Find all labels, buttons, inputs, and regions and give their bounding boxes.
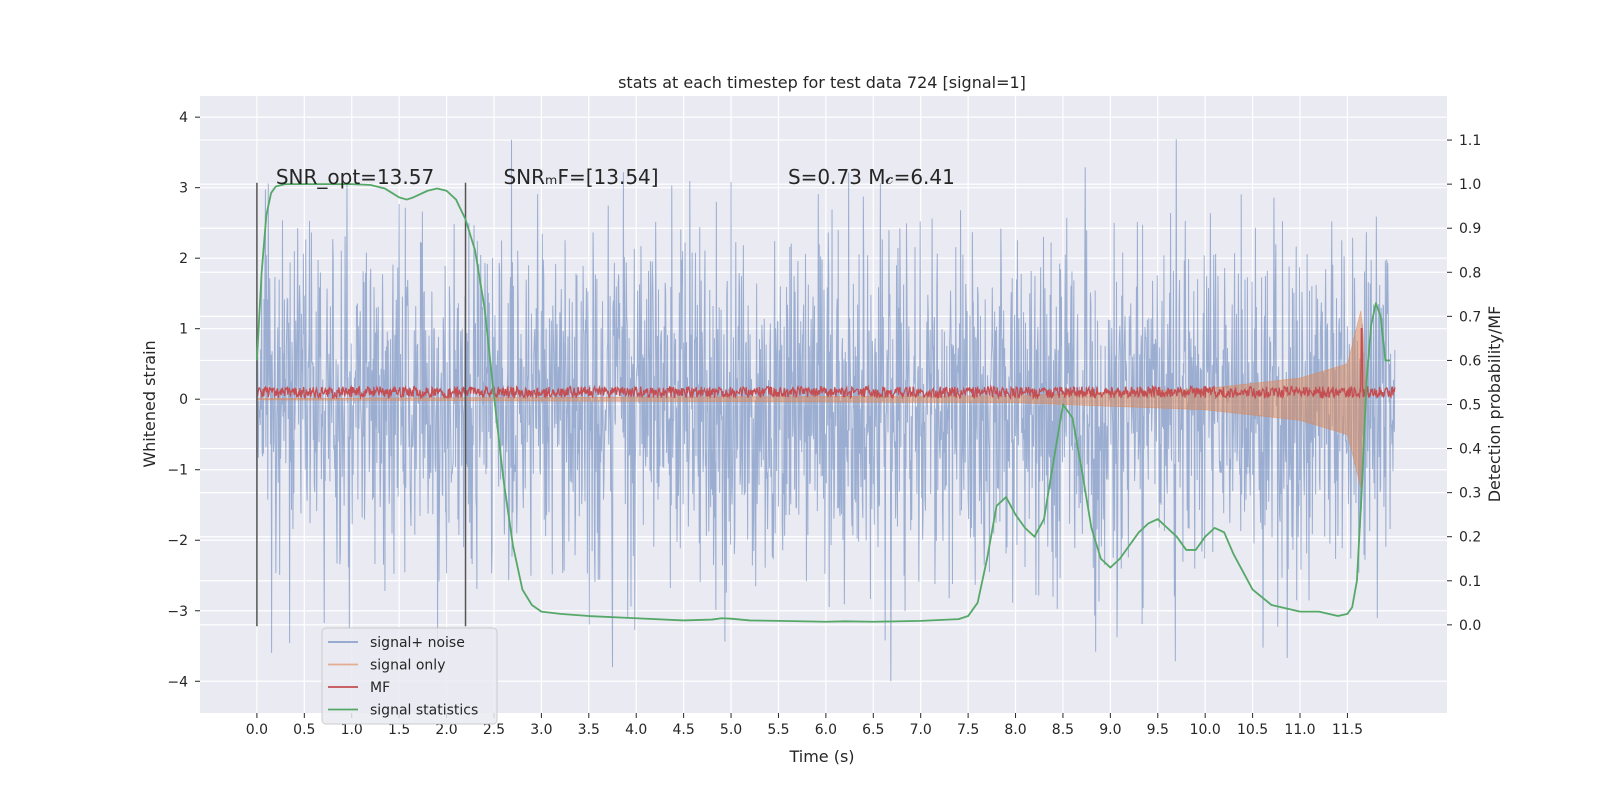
x-tick-label: 10.5	[1237, 722, 1268, 738]
y2-axis-ticks: 0.0 0.1 0.2 0.3 0.4 0.5 0.6 0.7 0.8 0.9 1.0 1.1	[1447, 133, 1481, 634]
x-tick-label: 4.5	[672, 722, 694, 738]
x-axis-ticks: 0.0 0.5 1.0 1.5 2.0 2.5 3.0 3.5 4.0 4.5 5.0 5.5 6.0 6…	[246, 713, 1363, 738]
x-tick-label: 3.0	[530, 722, 552, 738]
y2-tick-label: 0.7	[1459, 309, 1481, 325]
x-tick-label: 5.5	[767, 722, 789, 738]
x-tick-label: 6.0	[815, 722, 837, 738]
x-tick-label: 8.5	[1052, 722, 1074, 738]
x-tick-label: 3.5	[578, 722, 600, 738]
annotation-text: S=0.73 M𝒸=6.41	[788, 165, 955, 189]
signal-statistics-line	[256, 183, 1391, 623]
x-tick-label: 6.5	[862, 722, 884, 738]
chart-title: stats at each timestep for test data 724…	[618, 73, 1026, 92]
annotation-text: SNRₘF=[13.54]	[503, 165, 658, 189]
y-tick-label: −3	[167, 604, 188, 620]
x-tick-label: 7.5	[957, 722, 979, 738]
x-tick-label: 0.0	[246, 722, 268, 738]
x-tick-label: 2.5	[483, 722, 505, 738]
y-tick-label: −1	[167, 463, 188, 479]
y2-axis-label: Detection probability/MF	[1485, 306, 1504, 503]
y-tick-label: 0	[179, 392, 188, 408]
legend-label: signal statistics	[370, 703, 478, 719]
y-tick-label: 4	[179, 110, 188, 126]
y-tick-label: 2	[179, 251, 188, 267]
x-tick-label: 10.0	[1190, 722, 1221, 738]
signal-noise-line	[256, 139, 1396, 682]
y-tick-label: −2	[167, 533, 188, 549]
vertical-markers	[256, 182, 467, 627]
annotations: SNR_opt=13.57 SNRₘF=[13.54] S=0.73 M𝒸=6.41	[276, 165, 955, 189]
series-signal-noise	[256, 139, 1396, 682]
series-mf	[256, 328, 1396, 401]
legend-box	[321, 627, 498, 725]
y-tick-label: −4	[167, 674, 188, 690]
x-tick-label: 11.0	[1284, 722, 1315, 738]
y2-tick-label: 0.4	[1459, 442, 1481, 458]
x-tick-label: 4.0	[625, 722, 647, 738]
x-tick-label: 1.5	[388, 722, 410, 738]
x-axis-label: Time (s)	[788, 747, 854, 766]
legend: signal+ noise signal only MF signal statist…	[321, 627, 498, 725]
legend-label: signal only	[370, 658, 445, 674]
x-tick-label: 9.5	[1147, 722, 1169, 738]
series-signal-statistics	[256, 183, 1391, 623]
y2-tick-label: 0.5	[1459, 398, 1481, 414]
y-tick-label: 1	[179, 322, 188, 338]
y-tick-label: 3	[179, 181, 188, 197]
x-tick-label: 0.5	[293, 722, 315, 738]
y2-tick-label: 0.0	[1459, 618, 1481, 634]
x-tick-label: 1.0	[341, 722, 363, 738]
y2-tick-label: 0.6	[1459, 353, 1481, 369]
mf-line	[256, 328, 1396, 401]
y-axis-ticks: −4 −3 −2 −1 0 1 2 3 4	[167, 110, 200, 690]
legend-label: signal+ noise	[370, 635, 465, 651]
x-tick-label: 9.0	[1099, 722, 1121, 738]
x-tick-label: 11.5	[1332, 722, 1363, 738]
y-axis-label: Whitened strain	[140, 340, 159, 467]
y2-tick-label: 0.9	[1459, 221, 1481, 237]
x-tick-label: 8.0	[1004, 722, 1026, 738]
x-tick-label: 2.0	[435, 722, 457, 738]
y2-tick-label: 1.0	[1459, 177, 1481, 193]
y2-tick-label: 0.1	[1459, 574, 1481, 590]
y2-tick-label: 0.8	[1459, 265, 1481, 281]
x-tick-label: 7.0	[910, 722, 932, 738]
y2-tick-label: 0.2	[1459, 530, 1481, 546]
annotation-text: SNR_opt=13.57	[276, 165, 434, 189]
y2-tick-label: 1.1	[1459, 133, 1481, 149]
x-tick-label: 5.0	[720, 722, 742, 738]
legend-label: MF	[370, 680, 390, 696]
y2-tick-label: 0.3	[1459, 486, 1481, 502]
